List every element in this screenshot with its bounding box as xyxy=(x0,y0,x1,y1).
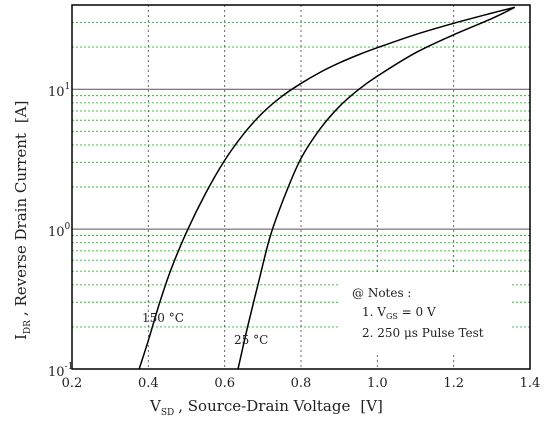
x-tick-label: 0.8 xyxy=(291,376,312,391)
notes-line-2: 2. 250 μs Pulse Test xyxy=(362,326,484,340)
plot-frame xyxy=(71,4,531,370)
label-150c: 150 °C xyxy=(142,311,184,325)
y-tick-label: 100 xyxy=(48,222,71,240)
notes-line-1: 1. VGS = 0 V xyxy=(362,305,436,321)
notes-header: @ Notes : xyxy=(352,286,411,300)
label-25c: 25 °C xyxy=(234,333,268,347)
y-axis-title: IDR, Reverse Drain Current[A] xyxy=(12,101,33,340)
x-tick-label: 1.0 xyxy=(367,376,388,391)
notes-box: @ Notes : 1. VGS = 0 V 2. 250 μs Pulse T… xyxy=(340,272,510,354)
y-tick-labels: 10-1 100 101 xyxy=(48,82,73,380)
x-tick-label: 0.2 xyxy=(62,376,83,391)
major-gridlines xyxy=(72,88,530,230)
x-tick-label: 1.4 xyxy=(520,376,541,391)
y-tick-label: 101 xyxy=(48,82,70,100)
x-tick-label: 1.2 xyxy=(443,376,464,391)
x-axis-title: VSD, Source-Drain Voltage [V] xyxy=(149,397,383,418)
x-tick-label: 0.6 xyxy=(214,376,235,391)
curve-labels: 150 °C 25 °C xyxy=(142,311,268,347)
curve-25c xyxy=(237,6,516,370)
curves xyxy=(138,6,516,370)
vertical-gridlines xyxy=(147,5,455,369)
x-tick-label: 0.4 xyxy=(138,376,159,391)
curve-150c xyxy=(138,6,515,370)
x-tick-labels: 0.2 0.4 0.6 0.8 1.0 1.2 1.4 xyxy=(62,376,541,391)
y-tick-label: 10-1 xyxy=(48,362,73,380)
